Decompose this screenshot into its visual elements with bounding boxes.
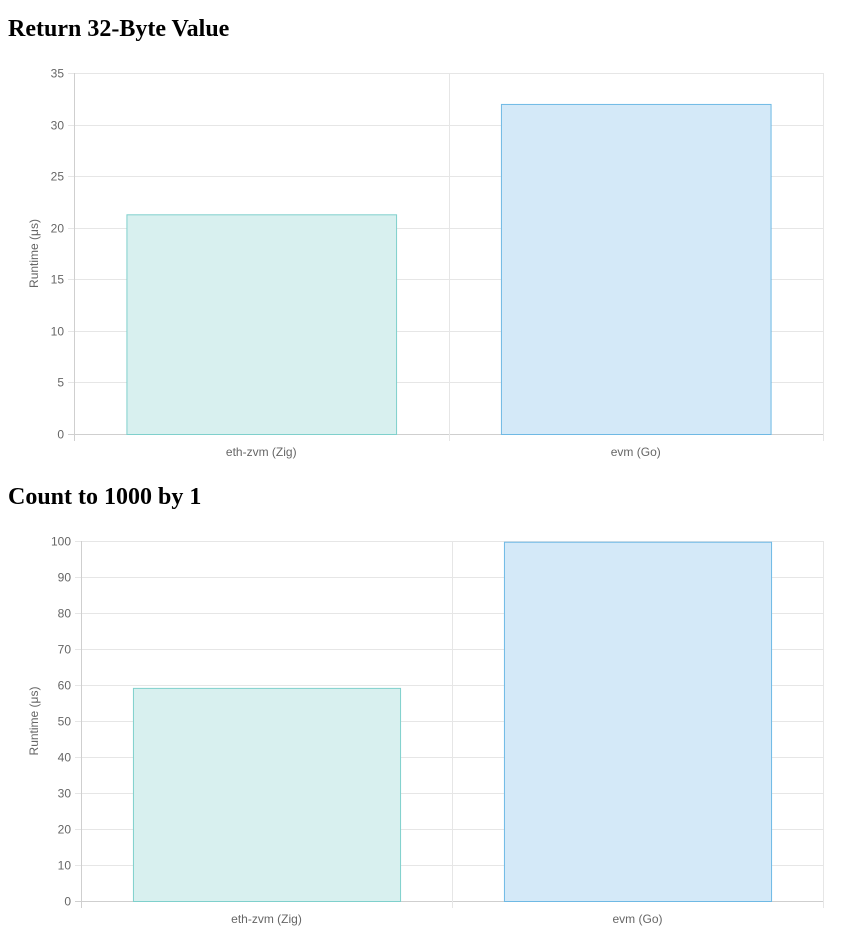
y-tick-label: 100 (51, 535, 71, 549)
bar (500, 103, 772, 435)
y-tick-label: 60 (58, 679, 72, 693)
bar (503, 541, 773, 902)
y-tick-label: 40 (58, 751, 72, 765)
y-tick-label: 20 (58, 823, 72, 837)
y-axis-title: Runtime (μs) (27, 219, 41, 288)
y-tick-label: 25 (51, 170, 65, 184)
runtime-bar-chart: 0 10 20 30 40 50 60 70 80 90 100 eth-zvm (Zig) evm (… (27, 535, 824, 926)
y-tick-label: 80 (58, 607, 72, 621)
y-tick-label: 10 (58, 859, 72, 873)
y-tick-label: 35 (51, 67, 65, 81)
runtime-bar-chart: 0 5 10 15 20 25 30 35 eth-zvm (Zig) evm (Go) Runti… (27, 67, 824, 459)
y-tick-label: 50 (58, 715, 72, 729)
y-axis-title: Runtime (μs) (27, 687, 41, 756)
y-tick-label: 10 (51, 325, 65, 339)
x-tick-label: eth-zvm (Zig) (231, 912, 302, 926)
x-tick-label: evm (Go) (611, 445, 661, 459)
y-tick-label: 30 (58, 787, 72, 801)
bar (126, 214, 398, 435)
y-tick-label: 0 (64, 895, 71, 909)
y-tick-label: 30 (51, 119, 65, 133)
x-tick-label: evm (Go) (612, 912, 662, 926)
x-tick-label: eth-zvm (Zig) (226, 445, 297, 459)
y-tick-label: 0 (57, 428, 64, 442)
y-tick-label: 20 (51, 222, 65, 236)
y-tick-label: 5 (57, 376, 64, 390)
y-tick-label: 70 (58, 643, 72, 657)
y-tick-label: 15 (51, 273, 65, 287)
chart-title: Count to 1000 by 1 (8, 484, 202, 510)
bar (132, 687, 402, 902)
y-tick-label: 90 (58, 571, 72, 585)
chart-title: Return 32-Byte Value (8, 16, 230, 42)
